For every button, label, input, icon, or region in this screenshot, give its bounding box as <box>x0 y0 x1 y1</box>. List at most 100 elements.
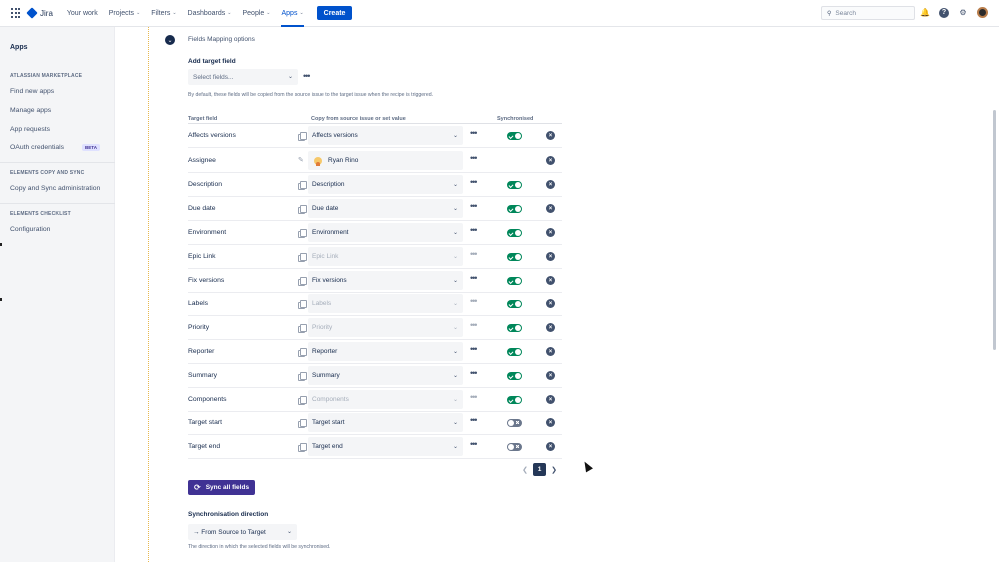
remove-field-icon[interactable]: × <box>546 252 555 261</box>
more-options-icon[interactable]: ••• <box>470 249 478 259</box>
remove-field-icon[interactable]: × <box>546 418 555 427</box>
sync-direction-dropdown[interactable]: → From Source to Target ⌄ <box>188 524 297 540</box>
nav-item-your-work[interactable]: Your work <box>67 0 98 27</box>
copy-icon[interactable] <box>298 443 307 452</box>
sidebar-item-oauth-credentials[interactable]: OAuth credentials BETA <box>10 144 100 151</box>
nav-item-filters[interactable]: Filters ⌄ <box>151 0 176 27</box>
more-options-icon[interactable]: ••• <box>470 296 478 306</box>
sync-toggle[interactable] <box>507 205 522 213</box>
remove-field-icon[interactable]: × <box>546 323 555 332</box>
copy-icon[interactable] <box>298 229 307 238</box>
source-field-select[interactable]: Due date ⌄ <box>308 199 463 218</box>
nav-item-projects[interactable]: Projects ⌄ <box>109 0 141 27</box>
page-number-current[interactable]: 1 <box>533 463 546 476</box>
source-field-select[interactable]: Description ⌄ <box>308 175 463 194</box>
pencil-icon[interactable]: ✎ <box>298 157 304 164</box>
previous-page-icon[interactable]: ❮ <box>522 466 528 474</box>
remove-field-icon[interactable]: × <box>546 131 555 140</box>
next-page-icon[interactable]: ❯ <box>551 466 557 474</box>
copy-icon[interactable] <box>298 300 307 309</box>
source-field-select[interactable]: Target start ⌄ <box>308 413 463 432</box>
more-options-icon[interactable]: ••• <box>470 392 478 402</box>
sidebar-item-manage-apps[interactable]: Manage apps <box>10 107 51 114</box>
more-options-icon[interactable]: ••• <box>470 201 478 211</box>
help-icon-wrap[interactable]: ? <box>939 7 949 18</box>
search-input[interactable]: ⚲ Search <box>821 6 915 20</box>
settings-icon[interactable]: ⚙ <box>959 8 967 17</box>
copy-icon[interactable] <box>298 181 307 190</box>
sidebar-item-find-new-apps[interactable]: Find new apps <box>10 88 54 95</box>
page-scrollbar[interactable] <box>993 110 996 350</box>
source-field-select[interactable]: Environment ⌄ <box>308 223 463 242</box>
sidebar-item-app-requests[interactable]: App requests <box>10 126 50 133</box>
nav-item-apps[interactable]: Apps ⌄ <box>281 0 304 27</box>
source-field-select[interactable]: Reporter ⌄ <box>308 342 463 361</box>
user-avatar[interactable] <box>977 7 988 18</box>
more-options-icon[interactable]: ••• <box>470 344 478 354</box>
table-row: Environment Environment ⌄ ••• × <box>188 221 562 245</box>
nav-item-label: People <box>242 9 265 17</box>
app-switcher-icon[interactable] <box>11 8 21 18</box>
copy-icon[interactable] <box>298 419 307 428</box>
copy-icon[interactable] <box>298 372 307 381</box>
more-options-icon[interactable]: ••• <box>470 128 478 138</box>
sync-toggle[interactable] <box>507 443 522 451</box>
remove-field-icon[interactable]: × <box>546 442 555 451</box>
remove-field-icon[interactable]: × <box>546 395 555 404</box>
sidebar-item-label: Manage apps <box>10 107 52 114</box>
user-picker[interactable]: Ryan Rino <box>308 151 463 170</box>
sync-toggle[interactable] <box>507 396 522 404</box>
chevron-down-icon: ⌄ <box>172 10 177 16</box>
source-field-select[interactable]: Fix versions ⌄ <box>308 271 463 290</box>
more-options-icon[interactable]: ••• <box>470 225 478 235</box>
copy-icon[interactable] <box>298 132 307 141</box>
more-options-icon[interactable]: ••• <box>470 439 478 449</box>
sync-toggle[interactable] <box>507 277 522 285</box>
source-field-select[interactable]: Affects versions ⌄ <box>308 126 463 145</box>
sync-toggle[interactable] <box>507 300 522 308</box>
select-fields-dropdown[interactable]: Select fields... ⌄ <box>188 69 298 85</box>
table-row: Priority Priority ⌄ ••• × <box>188 316 562 340</box>
sync-toggle[interactable] <box>507 372 522 380</box>
collapse-section-button[interactable]: ⌄ <box>165 35 175 45</box>
source-field-select[interactable]: Summary ⌄ <box>308 366 463 385</box>
copy-icon[interactable] <box>298 324 307 333</box>
sync-toggle[interactable] <box>507 348 522 356</box>
remove-field-icon[interactable]: × <box>546 276 555 285</box>
sync-all-fields-button[interactable]: ⟳ Sync all fields <box>188 480 255 495</box>
more-options-icon[interactable]: ••• <box>470 153 478 163</box>
nav-item-people[interactable]: People ⌄ <box>242 0 270 27</box>
copy-icon[interactable] <box>298 205 307 214</box>
remove-field-icon[interactable]: × <box>546 204 555 213</box>
more-options-icon[interactable]: ••• <box>470 273 478 283</box>
remove-field-icon[interactable]: × <box>546 371 555 380</box>
remove-field-icon[interactable]: × <box>546 156 555 165</box>
copy-icon[interactable] <box>298 277 307 286</box>
sync-toggle[interactable] <box>507 132 522 140</box>
more-options-icon[interactable]: ••• <box>470 320 478 330</box>
sidebar-item-configuration[interactable]: Configuration <box>10 226 50 233</box>
more-options-icon[interactable]: ••• <box>303 71 311 81</box>
more-options-icon[interactable]: ••• <box>470 177 478 187</box>
more-options-icon[interactable]: ••• <box>470 415 478 425</box>
remove-field-icon[interactable]: × <box>546 228 555 237</box>
sync-toggle[interactable] <box>507 229 522 237</box>
nav-item-dashboards[interactable]: Dashboards ⌄ <box>188 0 232 27</box>
sidebar-item-copy-and-sync-administration[interactable]: Copy and Sync administration <box>10 185 100 192</box>
notifications-icon[interactable]: 🔔 <box>920 8 930 17</box>
jira-logo[interactable]: Jira <box>26 7 53 19</box>
copy-icon[interactable] <box>298 253 307 262</box>
remove-field-icon[interactable]: × <box>546 347 555 356</box>
copy-icon[interactable] <box>298 348 307 357</box>
source-field-value: Epic Link <box>312 253 339 260</box>
more-options-icon[interactable]: ••• <box>470 368 478 378</box>
remove-field-icon[interactable]: × <box>546 180 555 189</box>
remove-field-icon[interactable]: × <box>546 299 555 308</box>
create-button[interactable]: Create <box>316 6 353 20</box>
sync-toggle[interactable] <box>507 324 522 332</box>
sync-toggle[interactable] <box>507 181 522 189</box>
source-field-select[interactable]: Target end ⌄ <box>308 437 463 456</box>
copy-icon[interactable] <box>298 396 307 405</box>
sync-toggle[interactable] <box>507 253 522 261</box>
sync-toggle[interactable] <box>507 419 522 427</box>
